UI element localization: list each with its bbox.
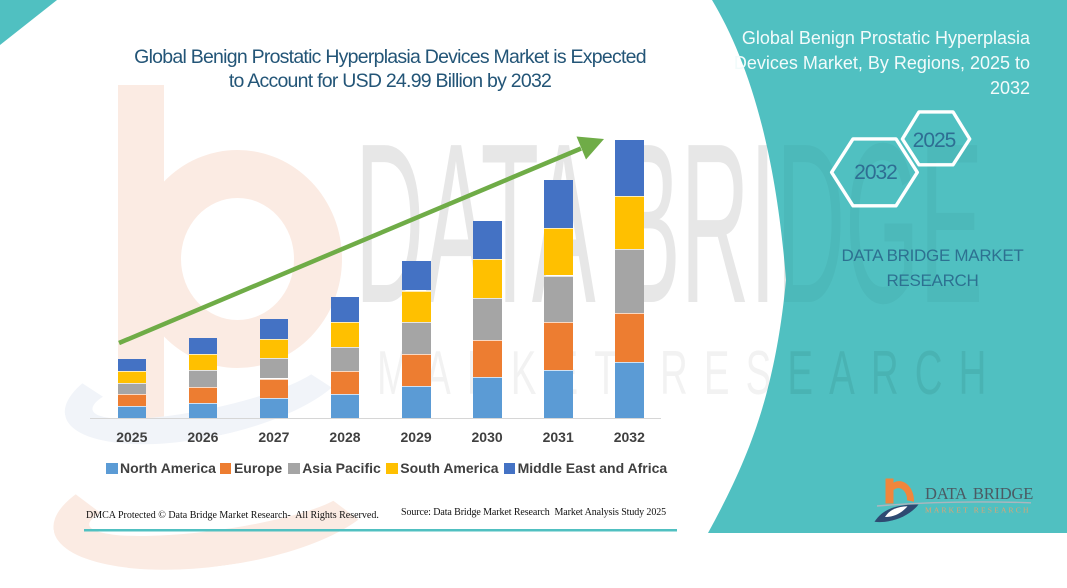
svg-text:DATA BRIDGE: DATA BRIDGE [925, 484, 1033, 503]
svg-text:2032: 2032 [854, 161, 897, 184]
svg-text:2025: 2025 [913, 129, 956, 152]
svg-text:MARKET RESEARCH: MARKET RESEARCH [925, 506, 1031, 515]
